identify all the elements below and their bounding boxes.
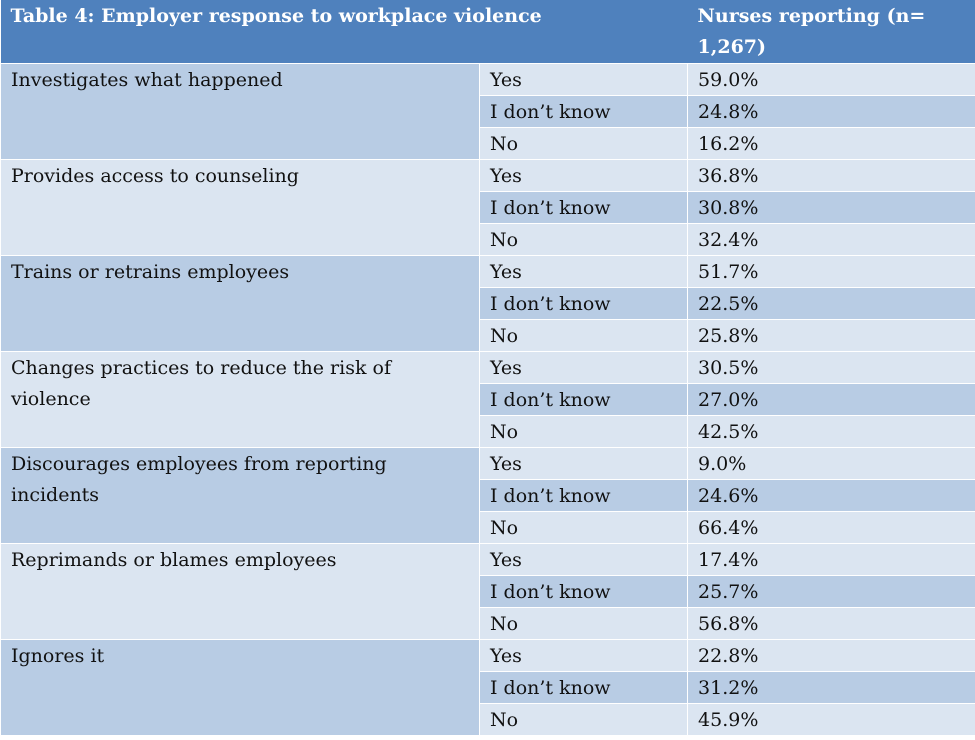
percent-reporting: 30.8% xyxy=(687,191,975,224)
response-option: No xyxy=(478,127,689,160)
percent-reporting: 45.9% xyxy=(687,703,975,736)
table-row: No 45.9% xyxy=(1,703,975,736)
percent-reporting: 25.8% xyxy=(687,319,975,352)
table-title: Table 4: Employer response to workplace … xyxy=(0,0,688,64)
employer-response-category: Discourages employees from reporting inc… xyxy=(0,447,480,544)
table-row: Reprimands or blames employees Yes 17.4% xyxy=(0,543,975,640)
response-option: I don’t know xyxy=(478,575,689,608)
table-row: No 42.5% xyxy=(1,415,975,448)
percent-reporting: 42.5% xyxy=(687,415,975,448)
percent-reporting: 24.6% xyxy=(687,479,975,512)
response-option: I don’t know xyxy=(478,671,689,704)
table-row: I don’t know 27.0% xyxy=(1,383,975,416)
percent-reporting: 22.5% xyxy=(687,287,975,320)
percent-reporting: 25.7% xyxy=(687,575,975,608)
percent-reporting: 32.4% xyxy=(687,223,975,256)
employer-response-category: Investigates what happened xyxy=(0,63,480,160)
column-header-nurses-reporting: Nurses reporting (n= 1,267) xyxy=(687,0,975,64)
table-row: Ignores it Yes 22.8% xyxy=(0,639,975,736)
response-option: No xyxy=(478,223,689,256)
response-option: I don’t know xyxy=(478,287,689,320)
response-option: No xyxy=(478,415,689,448)
employer-response-category: Provides access to counseling xyxy=(0,159,480,256)
response-option: I don’t know xyxy=(478,95,689,128)
employer-response-category: Changes practices to reduce the risk of … xyxy=(0,351,480,448)
percent-reporting: 24.8% xyxy=(687,95,975,128)
employer-response-category: Ignores it xyxy=(0,639,480,736)
percent-reporting: 27.0% xyxy=(687,383,975,416)
response-option: No xyxy=(478,607,689,640)
table-row: I don’t know 25.7% xyxy=(1,575,975,608)
percent-reporting: 22.8% xyxy=(687,639,975,672)
percent-reporting: 36.8% xyxy=(687,159,975,192)
table-row: Investigates what happened Yes 59.0% xyxy=(0,63,975,160)
table-row: Discourages employees from reporting inc… xyxy=(0,447,975,544)
table-body: Investigates what happened Yes 59.0% I don’… xyxy=(0,63,975,736)
percent-reporting: 17.4% xyxy=(687,543,975,576)
percent-reporting: 30.5% xyxy=(687,351,975,384)
table-row: I don’t know 31.2% xyxy=(1,671,975,704)
response-option: Yes xyxy=(478,255,689,288)
percent-reporting: 9.0% xyxy=(687,447,975,480)
response-option: I don’t know xyxy=(478,479,689,512)
table-header-row: Table 4: Employer response to workplace … xyxy=(0,0,975,64)
table-row: No 56.8% xyxy=(1,607,975,640)
percent-reporting: 16.2% xyxy=(687,127,975,160)
percent-reporting: 66.4% xyxy=(687,511,975,544)
percent-reporting: 31.2% xyxy=(687,671,975,704)
response-option: Yes xyxy=(478,351,689,384)
table-row: I don’t know 22.5% xyxy=(1,287,975,320)
table-row: No 16.2% xyxy=(1,127,975,160)
response-option: Yes xyxy=(478,159,689,192)
table-row: No 25.8% xyxy=(1,319,975,352)
response-option: Yes xyxy=(478,447,689,480)
table-row: I don’t know 30.8% xyxy=(1,191,975,224)
response-option: Yes xyxy=(478,543,689,576)
table-row: Changes practices to reduce the risk of … xyxy=(0,351,975,448)
response-option: I don’t know xyxy=(478,191,689,224)
table-row: Provides access to counseling Yes 36.8% xyxy=(0,159,975,256)
table-row: Trains or retrains employees Yes 51.7% xyxy=(0,255,975,352)
response-option: I don’t know xyxy=(478,383,689,416)
employer-response-category: Reprimands or blames employees xyxy=(0,543,480,640)
percent-reporting: 56.8% xyxy=(687,607,975,640)
response-option: Yes xyxy=(478,63,689,96)
percent-reporting: 59.0% xyxy=(687,63,975,96)
response-option: No xyxy=(478,511,689,544)
table-row: I don’t know 24.8% xyxy=(1,95,975,128)
response-option: Yes xyxy=(478,639,689,672)
percent-reporting: 51.7% xyxy=(687,255,975,288)
response-option: No xyxy=(478,319,689,352)
response-option: No xyxy=(478,703,689,736)
table-row: No 66.4% xyxy=(1,511,975,544)
employer-response-category: Trains or retrains employees xyxy=(0,255,480,352)
table-row: No 32.4% xyxy=(1,223,975,256)
